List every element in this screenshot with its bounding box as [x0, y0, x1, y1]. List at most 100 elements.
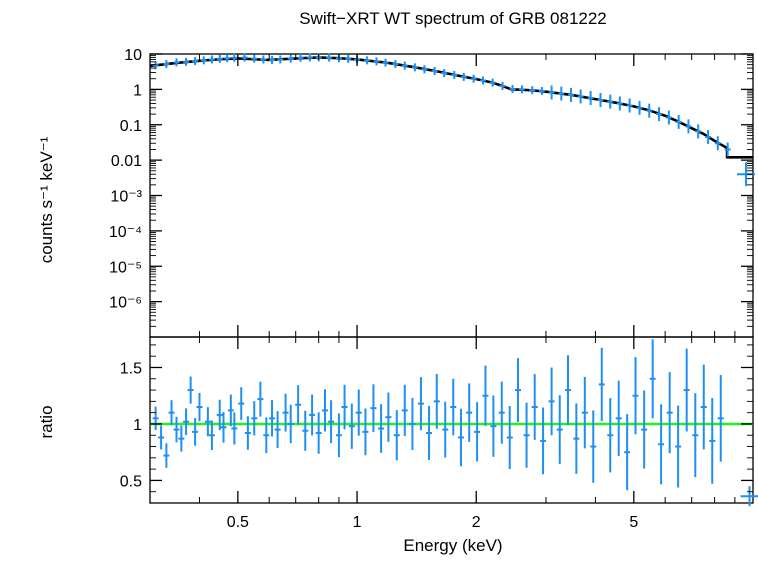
- data-point: [705, 130, 712, 145]
- ratio-point: [348, 403, 355, 449]
- ratio-point: [581, 376, 588, 449]
- ratio-point: [641, 390, 648, 469]
- ratio-point: [274, 411, 281, 449]
- ratio-point: [309, 394, 316, 436]
- data-point: [421, 65, 428, 74]
- spectrum-axes: [149, 53, 754, 338]
- data-point: [431, 67, 438, 76]
- ratio-point: [531, 374, 538, 440]
- ratio-point: [450, 378, 457, 436]
- data-point: [489, 78, 496, 87]
- data-point: [277, 55, 284, 64]
- ratio-point: [208, 420, 215, 451]
- data-point: [373, 57, 380, 66]
- ratio-point: [263, 417, 270, 454]
- y-tick-label: 0.1: [120, 118, 142, 135]
- data-point: [567, 87, 574, 102]
- ratio-point: [173, 416, 180, 443]
- ratio-point: [328, 400, 335, 444]
- ratio-axes: [149, 336, 754, 504]
- data-point: [479, 76, 486, 85]
- ratio-point: [683, 348, 690, 432]
- data-point: [656, 107, 663, 122]
- data-point: [499, 81, 506, 90]
- ratio-point: [498, 381, 505, 444]
- data-point: [241, 53, 248, 62]
- ratio-point: [548, 367, 555, 436]
- data-point: [626, 98, 633, 113]
- data-point: [597, 93, 604, 108]
- spectrum-y-axis-label: counts s⁻¹ keV⁻¹: [37, 136, 56, 263]
- data-point: [509, 85, 516, 94]
- ratio-point: [417, 377, 424, 431]
- ratio-point: [257, 381, 264, 417]
- ratio-point: [220, 411, 227, 443]
- ratio-point: [282, 393, 289, 432]
- ratio-point: [482, 365, 489, 426]
- ratio-point: [192, 418, 199, 446]
- y-tick-label: 10: [124, 47, 142, 64]
- data-point: [451, 70, 458, 79]
- y-tick-label: 10⁻⁵: [109, 259, 142, 276]
- ratio-point: [287, 404, 294, 444]
- y-tick-label: 1: [133, 82, 142, 99]
- ratio-point: [355, 389, 362, 436]
- ratio-point: [315, 412, 322, 454]
- data-point: [685, 119, 692, 134]
- ratio-point: [244, 416, 251, 450]
- ratio-point: [401, 384, 408, 437]
- ratio-point: [632, 357, 639, 435]
- ratio-point: [615, 380, 622, 456]
- data-point: [326, 53, 333, 62]
- ratio-point: [196, 392, 203, 422]
- ratio-point: [590, 410, 597, 483]
- data-point: [163, 60, 170, 69]
- data-point: [646, 103, 653, 118]
- x-tick-label: 0.5: [227, 514, 249, 531]
- ratio-point: [370, 384, 377, 432]
- y-tick-label: 10⁻⁶: [109, 295, 142, 312]
- ratio-point: [624, 414, 631, 491]
- ratio-point: [321, 389, 328, 432]
- data-point: [587, 91, 594, 106]
- data-point: [306, 53, 313, 62]
- ratio-point: [426, 406, 433, 460]
- data-point: [411, 63, 418, 72]
- ratio-point: [692, 393, 699, 478]
- chart-title: Swift−XRT WT spectrum of GRB 081222: [299, 9, 607, 28]
- energy-x-axis-label: Energy (keV): [403, 536, 502, 555]
- ratio-point: [335, 413, 342, 458]
- ratio-point: [649, 339, 656, 419]
- ratio-point: [506, 405, 513, 470]
- ratio-point: [183, 408, 190, 436]
- ratio-point: [187, 376, 194, 404]
- data-point: [345, 54, 352, 63]
- data-point: [173, 58, 180, 67]
- ratio-point: [269, 400, 276, 437]
- data-point: [665, 110, 672, 125]
- x-tick-label: 5: [629, 514, 638, 531]
- ratio-point: [204, 407, 211, 437]
- data-point: [224, 54, 231, 63]
- data-point: [460, 72, 467, 81]
- data-point: [577, 89, 584, 104]
- ratio-point: [251, 401, 258, 436]
- data-point: [287, 54, 294, 63]
- ratio-point: [168, 400, 175, 426]
- data-point: [382, 58, 389, 67]
- data-point: [558, 86, 565, 101]
- ratio-point: [607, 398, 614, 473]
- ratio-point: [700, 364, 707, 450]
- ratio-point: [675, 405, 682, 488]
- data-point: [200, 56, 207, 65]
- ratio-point: [457, 408, 464, 467]
- ratio-point: [216, 399, 223, 431]
- ratio-point: [178, 425, 185, 452]
- ratio-ticks: 0.5 1 2 5 0.5 1 1.5: [120, 337, 753, 531]
- ratio-point: [573, 403, 580, 474]
- data-point: [548, 85, 555, 100]
- data-point: [529, 86, 536, 95]
- data-point: [636, 100, 643, 115]
- model-line: [149, 56, 753, 159]
- data-point: [260, 55, 267, 64]
